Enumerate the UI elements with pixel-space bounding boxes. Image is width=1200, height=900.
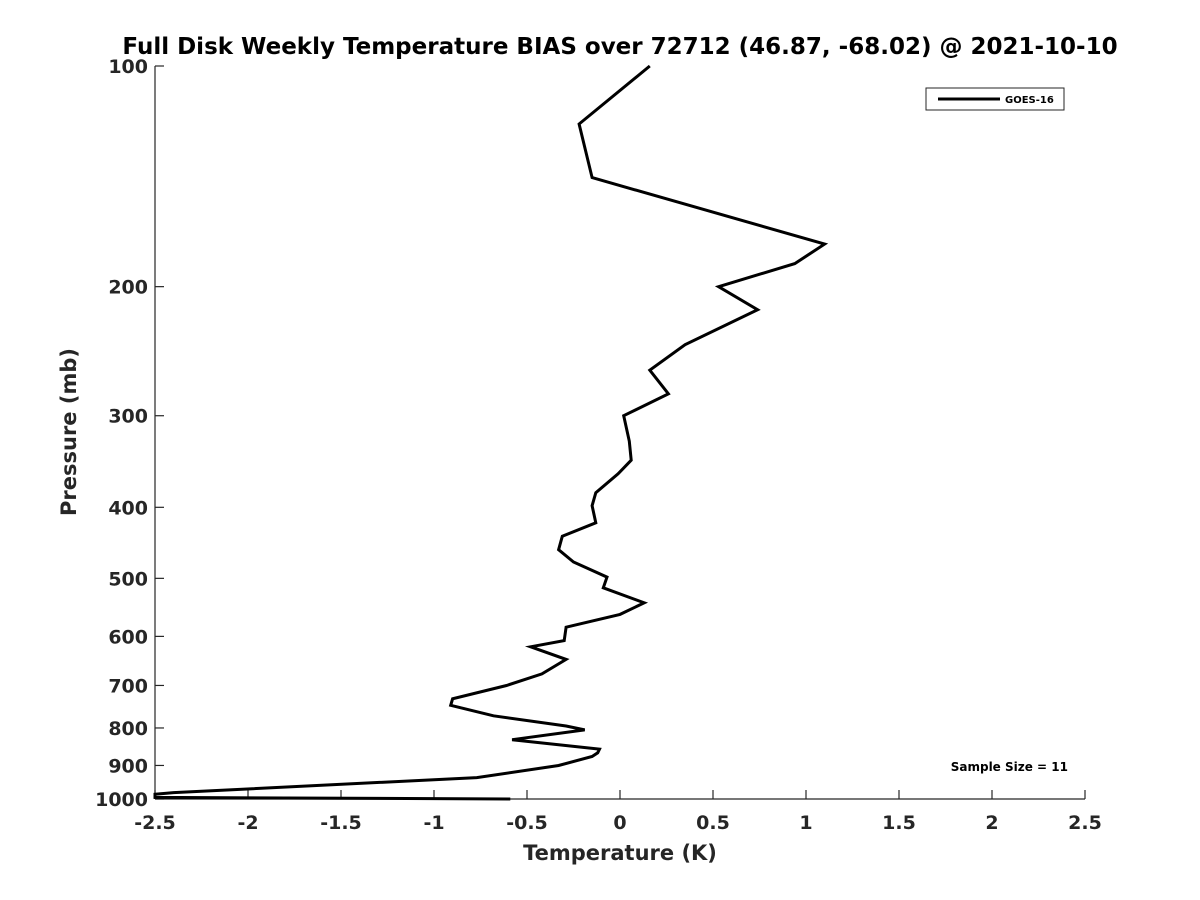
y-axis-ticks: 100 200 300 400 500 600 700 800 900 1000 (95, 56, 164, 811)
x-tick-label: 1.5 (882, 812, 916, 834)
y-axis-label: Pressure (mb) (57, 348, 81, 516)
x-axis-ticks: -2.5 -2 -1.5 -1 -0.5 0 0.5 1 1.5 2 2.5 (134, 790, 1102, 834)
y-tick-label: 1000 (95, 789, 148, 811)
x-tick-label: -2 (237, 812, 258, 834)
y-tick-label: 900 (108, 755, 148, 777)
x-tick-label: -0.5 (506, 812, 548, 834)
chart-title: Full Disk Weekly Temperature BIAS over 7… (122, 34, 1117, 60)
y-tick-label: 200 (108, 277, 148, 299)
x-tick-label: -1 (423, 812, 444, 834)
x-tick-label: -1.5 (320, 812, 362, 834)
x-tick-label: 0 (613, 812, 626, 834)
x-tick-label: 2 (985, 812, 998, 834)
legend-label: GOES-16 (1005, 95, 1054, 106)
y-tick-label: 300 (108, 406, 148, 428)
x-tick-label: -2.5 (134, 812, 176, 834)
x-tick-label: 1 (799, 812, 812, 834)
sample-size-annotation: Sample Size = 11 (951, 760, 1068, 774)
y-tick-label: 500 (108, 568, 148, 590)
legend: GOES-16 (925, 87, 1065, 111)
series-line-goes-16 (153, 64, 829, 801)
y-tick-label: 600 (108, 626, 148, 648)
y-tick-label: 800 (108, 718, 148, 740)
y-tick-label: 400 (108, 497, 148, 519)
x-axis-label: Temperature (K) (523, 841, 717, 865)
y-tick-label: 100 (108, 56, 148, 78)
x-tick-label: 2.5 (1068, 812, 1102, 834)
y-tick-label: 700 (108, 675, 148, 697)
x-tick-label: 0.5 (696, 812, 730, 834)
